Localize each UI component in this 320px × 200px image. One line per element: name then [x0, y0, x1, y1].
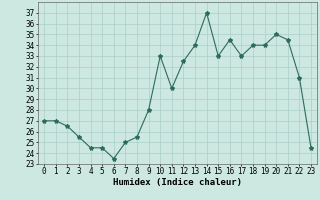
X-axis label: Humidex (Indice chaleur): Humidex (Indice chaleur): [113, 178, 242, 187]
